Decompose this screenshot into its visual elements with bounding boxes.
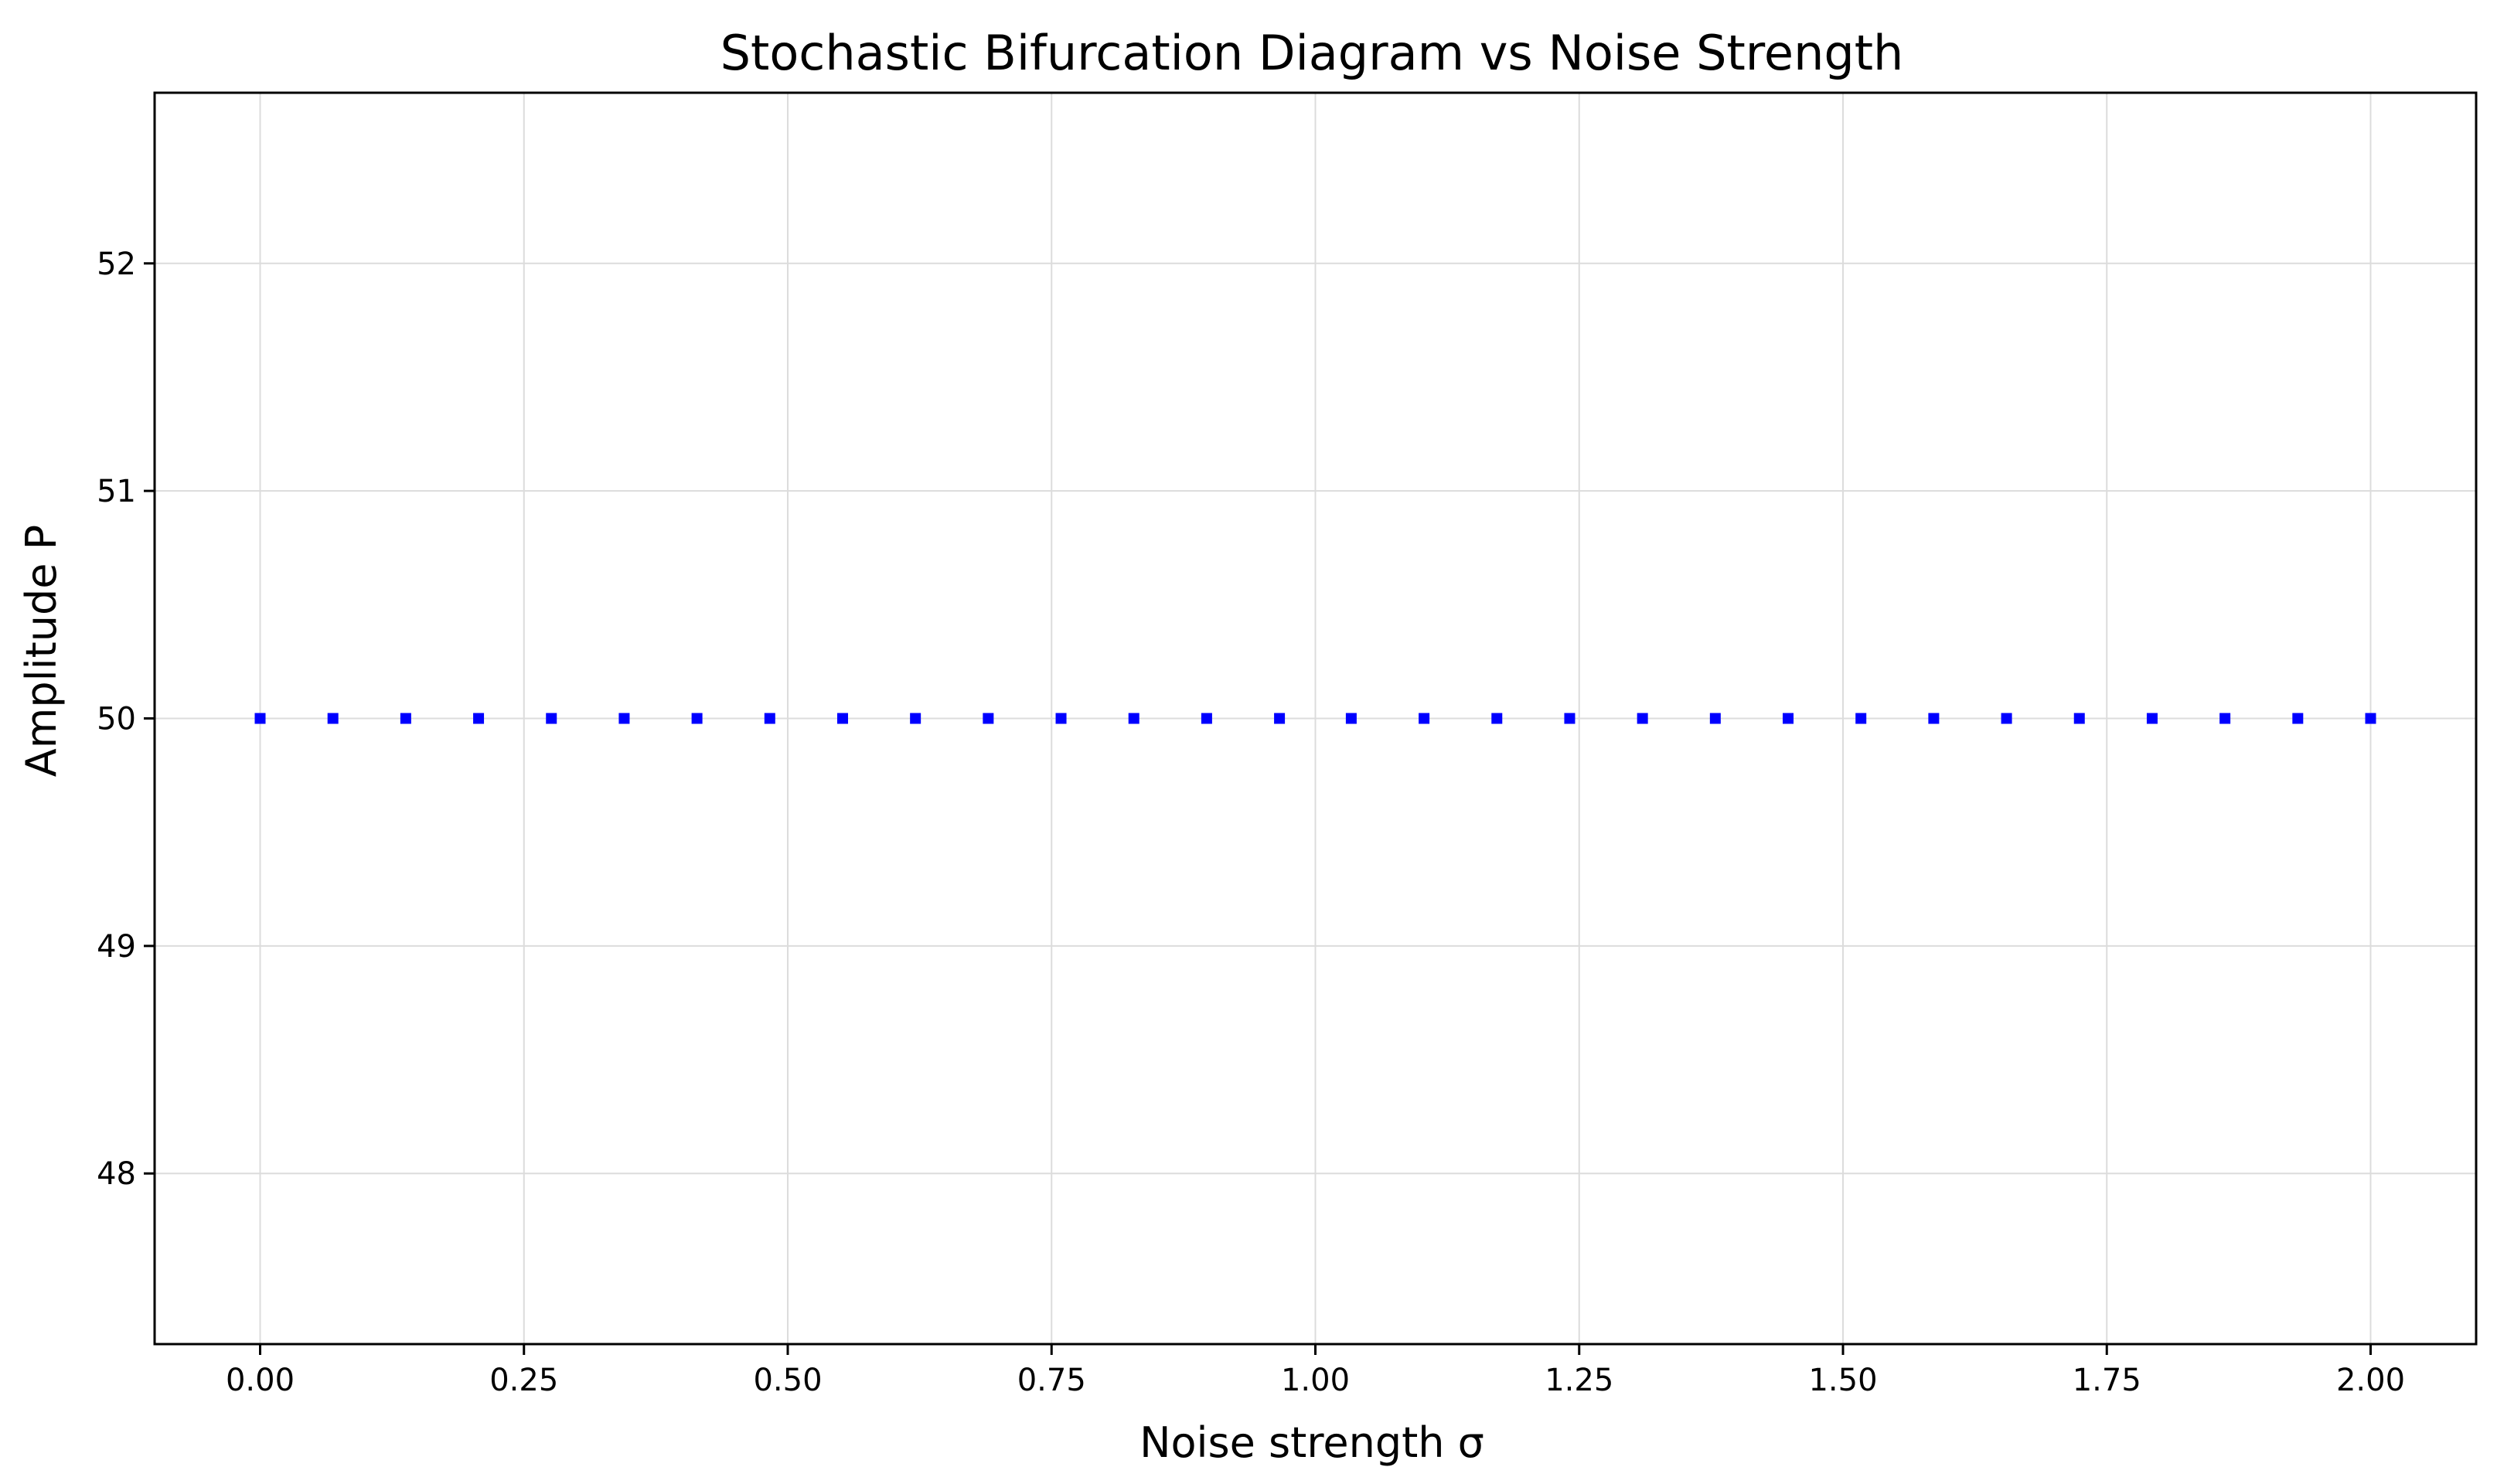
- y-tick-label: 52: [97, 247, 136, 282]
- data-point: [1783, 713, 1794, 724]
- y-tick-label: 50: [97, 702, 136, 737]
- x-tick-label: 0.25: [489, 1363, 558, 1398]
- data-point: [327, 713, 339, 724]
- data-point: [1564, 713, 1576, 724]
- data-point: [1274, 713, 1286, 724]
- data-point: [2146, 713, 2158, 724]
- y-tick-label: 51: [97, 474, 136, 509]
- data-point: [254, 713, 266, 724]
- data-point: [1201, 713, 1212, 724]
- grid: [155, 93, 2476, 1344]
- data-point: [1928, 713, 1940, 724]
- data-point: [1855, 713, 1867, 724]
- data-point: [546, 713, 557, 724]
- ticks: 0.00 0.25 0.50 0.75 1.00 1.25 1.50 1.75 2.00 48 49…: [97, 247, 2405, 1398]
- data-point: [1055, 713, 1067, 724]
- y-tick-label: 49: [97, 929, 136, 965]
- x-axis-label: Noise strength σ: [1139, 1418, 1484, 1467]
- x-tick-label: 1.75: [2073, 1363, 2141, 1398]
- data-point: [2001, 713, 2012, 724]
- data-point: [2365, 713, 2376, 724]
- data-point: [2073, 713, 2085, 724]
- x-tick-label: 0.50: [753, 1363, 822, 1398]
- y-axis-label: Amplitude P: [17, 525, 66, 777]
- data-point: [400, 713, 411, 724]
- data-point: [764, 713, 775, 724]
- data-points: [254, 713, 2376, 724]
- data-point: [983, 713, 994, 724]
- data-point: [836, 713, 848, 724]
- chart-title: Stochastic Bifurcation Diagram vs Noise …: [720, 25, 1904, 81]
- data-point: [618, 713, 630, 724]
- x-tick-label: 0.00: [226, 1363, 295, 1398]
- x-tick-label: 1.25: [1545, 1363, 1613, 1398]
- x-tick-label: 2.00: [2336, 1363, 2405, 1398]
- data-point: [473, 713, 485, 724]
- data-point: [1709, 713, 1721, 724]
- data-point: [2292, 713, 2304, 724]
- data-point: [1345, 713, 1357, 724]
- data-point: [2219, 713, 2231, 724]
- x-tick-label: 1.00: [1281, 1363, 1350, 1398]
- y-tick-label: 48: [97, 1156, 136, 1192]
- data-point: [691, 713, 703, 724]
- data-point: [910, 713, 921, 724]
- x-tick-label: 0.75: [1017, 1363, 1086, 1398]
- x-tick-label: 1.50: [1808, 1363, 1877, 1398]
- data-point: [1128, 713, 1139, 724]
- data-point: [1491, 713, 1503, 724]
- data-point: [1637, 713, 1648, 724]
- data-point: [1419, 713, 1430, 724]
